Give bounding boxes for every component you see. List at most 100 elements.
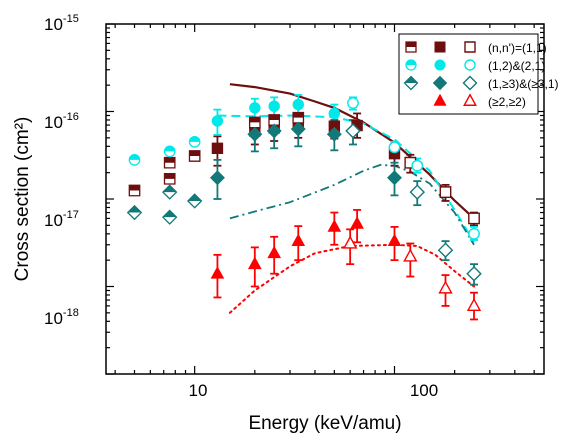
marker-shape — [211, 142, 224, 154]
point-series-3-half — [186, 193, 203, 209]
marker-shape — [437, 242, 454, 258]
point-series-4-filled — [210, 266, 225, 279]
point-series-1-filled — [328, 120, 341, 132]
marker-shape — [164, 157, 175, 163]
model-curve-3 — [229, 163, 475, 246]
x-tick-labels: 10 100 — [189, 381, 439, 400]
point-series-1-half — [268, 114, 281, 126]
marker-shape — [290, 121, 306, 137]
marker-shape — [438, 280, 453, 294]
marker-shape — [188, 135, 201, 148]
point-series-2-half — [128, 154, 141, 166]
legend-markers — [403, 41, 478, 106]
marker-shape — [463, 93, 477, 106]
legend-marker-series-4-open — [463, 93, 477, 106]
marker-shape — [464, 41, 476, 53]
marker-shape — [129, 185, 140, 191]
point-series-1-half — [248, 116, 261, 129]
marker-shape — [406, 42, 416, 47]
point-series-3-filled — [326, 126, 342, 142]
point-series-3-filled — [266, 123, 282, 139]
marker-shape — [292, 98, 304, 111]
point-series-2-filled — [249, 102, 261, 114]
marker-shape — [268, 100, 280, 112]
marker-shape — [189, 150, 200, 157]
marker-shape — [164, 173, 175, 179]
marker-shape — [434, 41, 446, 53]
legend-marker-series-4-filled — [433, 93, 447, 106]
axis-ticks — [106, 23, 544, 375]
point-series-1-half — [128, 184, 141, 197]
marker-shape — [409, 184, 426, 200]
marker-shape — [466, 297, 482, 312]
marker-shape — [432, 75, 448, 91]
marker-shape — [405, 59, 417, 71]
point-series-1-half — [163, 156, 176, 169]
marker-shape — [249, 117, 261, 123]
point-series-4-filled — [247, 256, 262, 270]
point-series-2-filled — [292, 98, 304, 111]
point-series-4-filled — [350, 216, 364, 229]
point-series-3-filled — [387, 170, 402, 186]
legend: (n,n')=(1,1) (1,2)&(2,1) (1,≥3)&(≥3,1) (… — [398, 33, 559, 115]
legend-label-series-2: (1,2)&(2,1) — [488, 59, 545, 73]
point-series-2-filled — [211, 115, 224, 127]
marker-shape — [211, 115, 224, 127]
legend-marker-series-1-open — [464, 41, 476, 53]
point-series-2-filled — [328, 107, 341, 120]
point-series-2-half — [188, 135, 201, 148]
point-series-3-open — [409, 184, 426, 200]
marker-shape — [387, 233, 402, 247]
marker-shape — [188, 150, 201, 162]
point-series-1-half — [292, 111, 305, 124]
marker-shape — [268, 114, 280, 120]
legend-label-series-3: (1,≥3)&(≥3,1) — [488, 77, 559, 91]
point-series-2-open — [468, 227, 480, 240]
point-series-1-open — [439, 186, 452, 198]
x-tick-label-10: 10 — [189, 381, 208, 400]
marker-shape — [210, 266, 225, 279]
marker-shape — [468, 212, 480, 225]
point-series-2-open — [347, 97, 359, 109]
marker-shape — [403, 248, 418, 262]
y-tick-label-1e-17: 10-17 — [44, 209, 79, 230]
x-axis-title: Energy (keV/amu) — [248, 413, 401, 434]
marker-shape — [411, 159, 424, 172]
point-series-3-filled — [290, 121, 306, 137]
point-series-1-filled — [211, 142, 224, 154]
marker-shape — [267, 245, 282, 259]
legend-label-series-1: (n,n')=(1,1) — [488, 41, 547, 55]
point-series-3-half — [162, 184, 178, 200]
point-series-4-filled — [327, 219, 342, 232]
marker-shape — [162, 184, 178, 200]
marker-shape — [466, 265, 482, 282]
marker-shape — [162, 210, 177, 218]
point-series-4-open — [403, 248, 418, 262]
marker-shape — [163, 172, 176, 185]
marker-shape — [128, 154, 141, 166]
y-tick-label-1e-18: 10-18 — [44, 307, 79, 328]
point-series-2-open — [388, 141, 401, 154]
y-tick-label-1e-16: 10-16 — [44, 111, 79, 132]
marker-shape — [468, 227, 480, 240]
point-series-2-open — [411, 159, 424, 172]
legend-label-series-4: (≥2,≥2) — [488, 95, 526, 109]
marker-shape — [293, 112, 304, 118]
point-series-4-filled — [267, 245, 282, 259]
x-tick-label-100: 100 — [410, 381, 438, 400]
marker-shape — [247, 126, 263, 142]
marker-shape — [439, 186, 452, 198]
marker-shape — [387, 170, 402, 186]
legend-marker-series-2-open — [464, 59, 476, 71]
marker-shape — [404, 76, 418, 83]
marker-shape — [464, 59, 476, 71]
marker-shape — [162, 209, 178, 225]
marker-shape — [328, 107, 341, 120]
legend-marker-series-3-half — [403, 75, 419, 91]
marker-shape — [127, 205, 142, 213]
marker-shape — [345, 123, 361, 139]
point-series-3-open — [437, 242, 454, 258]
point-series-4-open — [438, 280, 453, 294]
point-series-3-half — [126, 204, 143, 221]
